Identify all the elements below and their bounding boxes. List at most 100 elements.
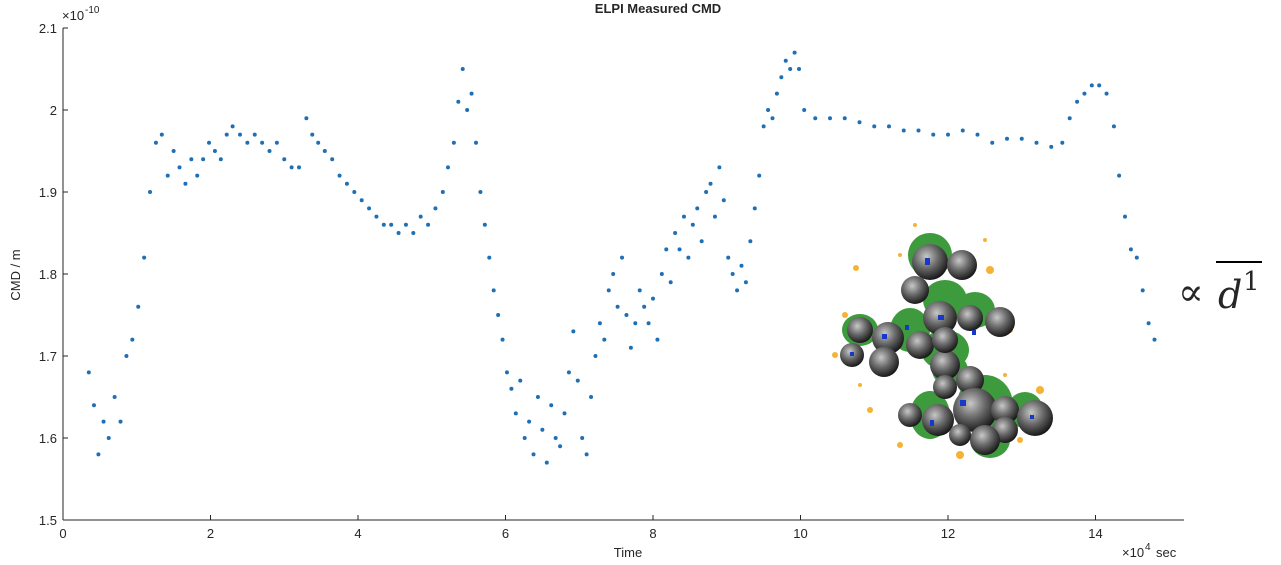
data-point [535,395,540,399]
data-point [513,411,518,416]
data-point [218,157,223,162]
data-point [469,91,474,96]
data-point [478,190,483,194]
annotation-symbol: ∝ [1178,270,1204,314]
data-point [451,140,456,145]
data-point [1123,214,1127,219]
data-point [642,304,647,309]
x-multiplier-base: ×10 [1122,545,1144,560]
x-tick-label: 4 [354,526,361,541]
data-point [589,395,594,399]
data-point [752,206,757,211]
data-point [637,288,642,293]
data-point [655,337,660,342]
data-point [297,165,301,170]
data-point [792,50,797,55]
data-point [659,272,664,276]
x-multiplier-unit: sec [1156,545,1177,560]
data-point [359,198,364,203]
data-point [571,329,576,334]
data-point [584,452,589,457]
data-point [686,255,691,260]
data-point [418,214,423,219]
data-point [352,190,357,194]
data-point [1019,136,1024,141]
data-point [673,231,678,235]
data-point [171,149,176,153]
data-point [575,378,580,383]
data-point [518,378,523,383]
data-point [445,165,450,170]
data-point [664,247,669,252]
data-point [460,67,465,71]
data-point [322,149,327,153]
data-point [975,132,980,137]
y-tick-label: 1.7 [39,349,57,364]
data-point [566,370,571,375]
data-point [1034,140,1039,145]
data-point [456,99,461,104]
data-point [1067,116,1072,121]
data-point [433,206,438,211]
data-point [646,321,651,326]
data-point [872,124,877,129]
data-point [628,345,633,350]
y-tick-label: 1.6 [39,431,57,446]
data-point [1097,83,1102,88]
y-multiplier-exponent: -10 [85,5,100,16]
data-point [857,120,862,125]
data-point [690,222,695,227]
data-point [389,222,394,227]
data-point [558,444,563,449]
data-point [267,149,272,153]
data-point [136,304,141,309]
data-point [730,272,735,276]
data-point [946,132,950,137]
data-point [549,403,554,408]
x-axis-label: Time [614,545,642,560]
data-point [330,157,335,162]
data-point [142,255,147,260]
data-point [633,321,638,326]
data-point [130,337,135,342]
x-tick-label: 2 [207,526,214,541]
data-point [224,132,229,137]
data-point [553,436,558,440]
data-point [282,157,287,162]
data-point [615,304,620,309]
data-point [712,214,717,219]
data-point [465,108,470,112]
data-point [86,370,91,375]
data-point [304,116,309,121]
data-point [802,108,807,112]
data-point [668,280,673,285]
data-point [562,411,567,416]
data-point [842,116,847,121]
data-point [990,140,995,145]
data-point [118,419,123,424]
data-point [602,337,607,342]
data-point [797,67,802,71]
data-point [274,140,279,145]
y-tick-label: 2 [50,103,57,118]
data-point [509,386,514,391]
data-point [1082,91,1087,96]
data-point [230,124,235,129]
x-tick-label: 14 [1088,526,1102,541]
data-point [1104,91,1109,96]
data-point [540,427,545,432]
data-point [527,419,532,424]
data-point [620,255,625,260]
data-point [931,132,936,137]
data-point [580,436,585,440]
data-point [153,140,158,145]
data-point [783,58,788,63]
data-point [735,288,740,293]
data-point [212,149,217,153]
data-point [779,75,784,80]
chart-title: ELPI Measured CMD [595,1,721,16]
y-tick-label: 1.8 [39,267,57,282]
data-point [289,165,294,170]
data-point [487,255,492,260]
